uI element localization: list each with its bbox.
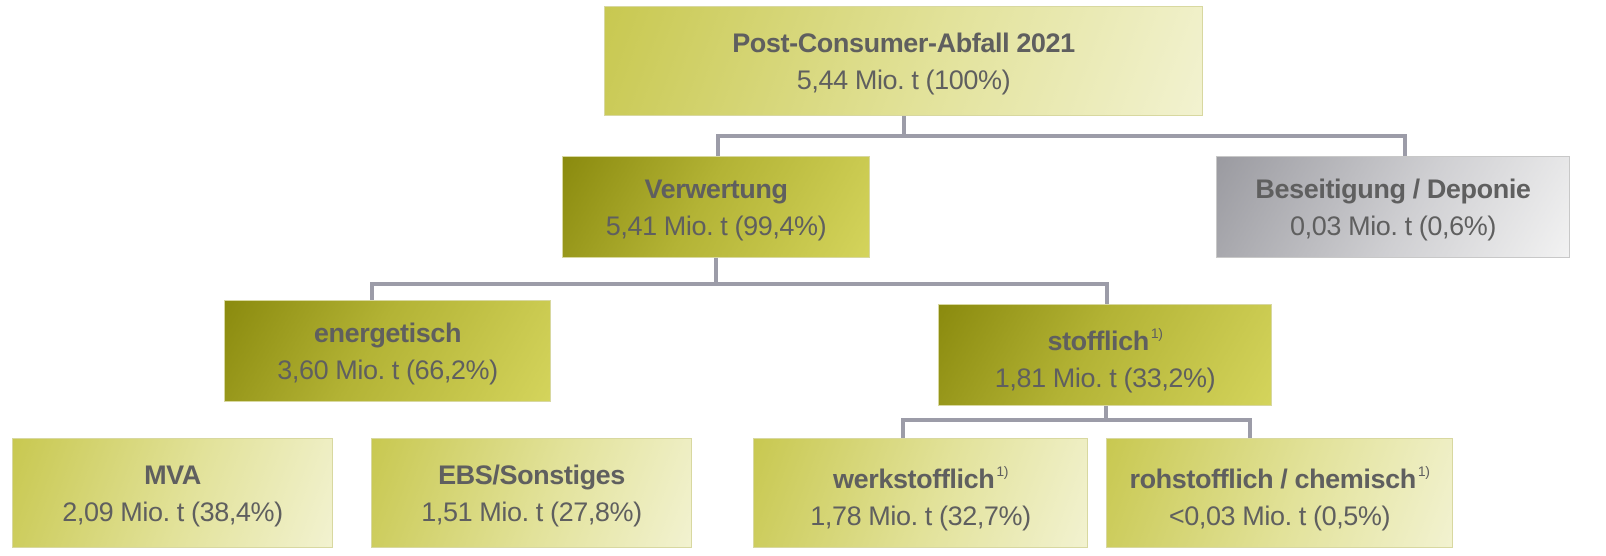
node-label: EBS/Sonstiges — [438, 460, 625, 490]
node-label: stofflich — [1047, 326, 1149, 356]
node-title: Beseitigung / Deponie — [1255, 170, 1531, 208]
node-value: 0,03 Mio. t (0,6%) — [1290, 211, 1496, 241]
node-title: Verwertung — [644, 170, 787, 208]
footnote-mark: 1) — [1417, 463, 1430, 479]
node-title: werkstofflich 1) — [833, 452, 1008, 498]
node-box: Post-Consumer-Abfall 2021 5,44 Mio. t (10… — [604, 6, 1203, 116]
node-box: werkstofflich 1) 1,78 Mio. t (32,7%) — [753, 438, 1088, 548]
footnote-mark: 1) — [996, 463, 1008, 479]
node-title: EBS/Sonstiges — [438, 456, 625, 494]
node-box: EBS/Sonstiges 1,51 Mio. t (27,8%) — [371, 438, 692, 548]
node-label: Beseitigung / Deponie — [1255, 174, 1531, 204]
node-box: Beseitigung / Deponie 0,03 Mio. t (0,6%) — [1216, 156, 1570, 258]
node-value: 1,81 Mio. t (33,2%) — [994, 363, 1216, 393]
footnote-mark: 1) — [1150, 325, 1163, 341]
node-title: rohstofflich / chemisch 1) — [1129, 452, 1429, 498]
node-title: stofflich 1) — [1047, 314, 1162, 360]
node-box: energetisch 3,60 Mio. t (66,2%) — [224, 300, 551, 402]
node-label: MVA — [144, 460, 201, 490]
node-value: <0,03 Mio. t (0,5%) — [1168, 501, 1391, 531]
node-title: MVA — [144, 456, 201, 494]
node-box: rohstofflich / chemisch 1) <0,03 Mio. t (0… — [1106, 438, 1453, 548]
node-box: stofflich 1) 1,81 Mio. t (33,2%) — [938, 304, 1272, 406]
node-box: Verwertung 5,41 Mio. t (99,4%) — [562, 156, 870, 258]
node-label: Post-Consumer-Abfall 2021 — [732, 28, 1075, 58]
node-title: energetisch — [313, 314, 462, 352]
node-title: Post-Consumer-Abfall 2021 — [732, 24, 1075, 62]
node-value: 5,41 Mio. t (99,4%) — [605, 211, 827, 241]
node-value: 3,60 Mio. t (66,2%) — [277, 355, 498, 385]
node-label: Verwertung — [644, 174, 788, 204]
node-label: rohstofflich / chemisch — [1129, 464, 1416, 494]
node-value: 2,09 Mio. t (38,4%) — [62, 497, 283, 527]
node-box: MVA 2,09 Mio. t (38,4%) — [12, 438, 333, 548]
node-value: 5,44 Mio. t (100%) — [796, 65, 1011, 95]
node-label: werkstofflich — [833, 464, 995, 494]
node-value: 1,78 Mio. t (32,7%) — [810, 501, 1031, 531]
node-value: 1,51 Mio. t (27,8%) — [421, 497, 642, 527]
node-label: energetisch — [313, 318, 462, 348]
